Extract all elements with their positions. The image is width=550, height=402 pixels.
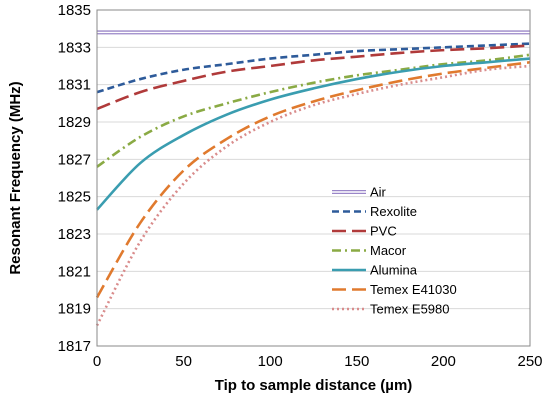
x-axis-title: Tip to sample distance (µm) (215, 377, 413, 394)
legend-item-temex-e5980: Temex E5980 (332, 302, 450, 317)
series-layer (95, 30, 531, 327)
y-tick-label: 1821 (58, 263, 91, 280)
y-tick-label: 1833 (58, 39, 91, 56)
y-tick-label: 1823 (58, 226, 91, 243)
x-tick-label: 50 (175, 353, 192, 370)
x-tick-labels: 0 50 100 150 200 250 (93, 353, 543, 370)
x-tick-label: 100 (258, 353, 283, 370)
y-tick-label: 1819 (58, 301, 91, 318)
y-tick-labels: 1817 1819 1821 1823 1825 1827 1829 1831 1833 1835 (58, 2, 91, 355)
series-line-temex-e5980 (95, 64, 531, 327)
y-tick-label: 1829 (58, 114, 91, 131)
series-line-temex-e41030 (95, 60, 531, 299)
legend-label: Rexolite (370, 204, 417, 219)
legend-item-air: Air (332, 185, 387, 200)
x-tick-label: 200 (431, 353, 456, 370)
legend-label: Alumina (370, 263, 418, 278)
legend-label: PVC (370, 224, 397, 239)
legend-item-temex-e41030: Temex E41030 (332, 282, 457, 297)
y-tick-label: 1817 (58, 338, 91, 355)
x-tick-label: 250 (517, 353, 542, 370)
x-tick-label: 150 (344, 353, 369, 370)
series-line-alumina (96, 57, 531, 211)
legend-label: Temex E5980 (370, 302, 450, 317)
legend-item-alumina: Alumina (332, 263, 418, 278)
plot-frame (96, 9, 531, 347)
legend-label: Temex E41030 (370, 282, 457, 297)
legend-item-macor: Macor (332, 243, 407, 258)
legend: Air Rexolite PVC Macor Alumina Temex E41030 Te… (332, 185, 457, 317)
y-tick-label: 1827 (58, 151, 91, 168)
legend-item-rexolite: Rexolite (332, 204, 417, 219)
y-axis-title: Resonant Frequency (MHz) (7, 81, 24, 274)
x-tick-label: 0 (93, 353, 101, 370)
legend-label: Air (370, 185, 387, 200)
series-line-rexolite (96, 42, 531, 94)
y-tick-label: 1825 (58, 189, 91, 206)
legend-item-pvc: PVC (332, 224, 397, 239)
series-line-macor (96, 53, 531, 168)
legend-label: Macor (370, 243, 407, 258)
y-tick-label: 1835 (58, 2, 91, 19)
series-line-pvc (96, 44, 531, 111)
y-tick-label: 1831 (58, 77, 91, 94)
